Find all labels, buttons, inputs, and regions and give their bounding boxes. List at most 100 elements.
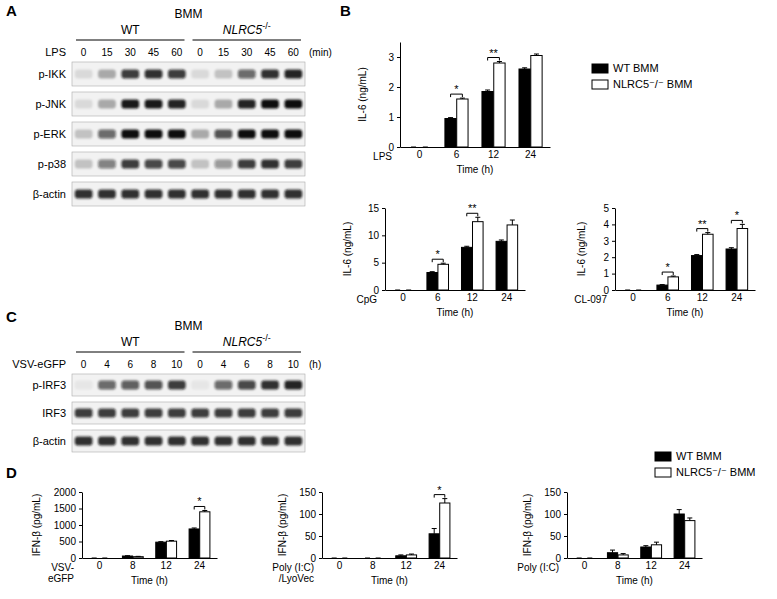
error-cap <box>677 509 682 510</box>
plot-marks <box>395 217 518 290</box>
lane-label: 0 <box>81 47 87 58</box>
condition-label: eGFP <box>48 573 74 584</box>
error-line <box>477 217 478 221</box>
band <box>238 409 256 418</box>
y-axis-line <box>322 493 323 559</box>
error-bar <box>423 147 428 148</box>
error-bar <box>430 271 435 273</box>
blot-strip <box>72 152 305 176</box>
x-tick: 12 <box>646 558 658 571</box>
y-tick-label: 100 <box>544 509 561 520</box>
error-cap <box>92 558 97 559</box>
y-tick-mark <box>382 235 385 236</box>
band <box>238 190 256 199</box>
error-cap <box>169 540 174 541</box>
band <box>238 160 256 169</box>
y-tick-label: 2 <box>388 82 394 93</box>
x-tick: 12 <box>697 290 709 303</box>
condition-label: Poly (I:C) <box>272 562 314 573</box>
y-axis: 012345 <box>603 203 615 296</box>
plot-marks <box>625 224 748 290</box>
y-tick-mark <box>612 224 615 225</box>
error-bar <box>125 555 130 556</box>
cell-label: BMM <box>175 319 203 333</box>
x-tick: 24 <box>679 558 691 571</box>
y-tick-mark <box>382 208 385 209</box>
error-cap <box>654 542 659 543</box>
band <box>215 437 233 446</box>
row-label: p-IKK <box>38 68 66 80</box>
error-cap <box>125 555 130 556</box>
x-tick: 0 <box>417 147 423 160</box>
lane-label: 10 <box>171 359 183 370</box>
error-cap <box>332 558 337 559</box>
legend-swatch <box>655 468 671 477</box>
bar <box>100 558 110 559</box>
band <box>75 437 93 446</box>
error-bar <box>475 217 480 221</box>
y-axis: 0500100015002000 <box>54 487 83 564</box>
bar <box>156 542 166 558</box>
legend-item: NLRC5⁻/⁻ BMM <box>592 78 692 90</box>
row-label: β-actin <box>33 435 66 447</box>
bar <box>403 290 414 291</box>
y-tick: 50 <box>305 531 322 542</box>
bar <box>329 558 339 559</box>
blot: BMMWT015304560NLRC5-/-015304560LPS(min)p… <box>33 7 332 206</box>
x-axis-title: Time (h) <box>371 575 408 586</box>
band <box>121 130 139 139</box>
y-tick-mark <box>612 208 615 209</box>
bar <box>633 290 644 291</box>
bar <box>189 529 199 558</box>
x-tick: 24 <box>501 290 513 303</box>
error-bar <box>202 510 207 511</box>
bar <box>473 222 484 290</box>
row-label: p-IRF3 <box>32 379 66 391</box>
legend-item: WT BMM <box>655 450 722 462</box>
y-axis-title: IL-6 (ng/mL) <box>342 222 353 276</box>
blot-strip <box>72 62 305 86</box>
error-bar <box>398 554 403 556</box>
band <box>261 437 279 446</box>
y-tick-mark <box>319 514 322 515</box>
bar <box>618 555 628 558</box>
band <box>261 190 279 199</box>
error-cap <box>577 558 582 559</box>
band <box>145 160 163 169</box>
error-cap <box>464 246 469 247</box>
bar <box>122 556 132 558</box>
bar <box>461 247 472 290</box>
x-axis-title: Time (h) <box>131 575 168 586</box>
band <box>238 70 256 79</box>
series <box>423 54 542 147</box>
x-axis: 061224 <box>386 290 526 303</box>
error-bar <box>395 290 400 291</box>
bar <box>427 273 438 290</box>
blot-strip <box>72 402 305 424</box>
error-cap <box>102 558 107 559</box>
error-cap <box>406 290 411 291</box>
x-tick-label: 12 <box>401 560 413 571</box>
band <box>284 409 302 418</box>
bar <box>657 285 668 290</box>
y-tick-mark <box>79 525 82 526</box>
x-tick-label: 8 <box>130 560 136 571</box>
significance-bracket: ** <box>467 202 478 216</box>
band <box>75 160 93 169</box>
band <box>168 160 186 169</box>
panel-label: C <box>6 308 17 325</box>
legend-swatch <box>655 452 671 461</box>
error-cap <box>475 217 480 218</box>
error-bar <box>660 284 665 285</box>
unit-label: (min) <box>309 47 332 58</box>
condition-label: Poly (I:C) <box>517 562 559 573</box>
bar <box>445 119 456 148</box>
y-tick-label: 5 <box>603 203 609 214</box>
error-bar <box>406 290 411 291</box>
error-bar <box>102 558 107 559</box>
band <box>98 100 116 109</box>
series <box>332 529 440 558</box>
x-tick-label: 0 <box>630 292 636 303</box>
error-line <box>512 220 513 225</box>
bar <box>440 503 450 558</box>
